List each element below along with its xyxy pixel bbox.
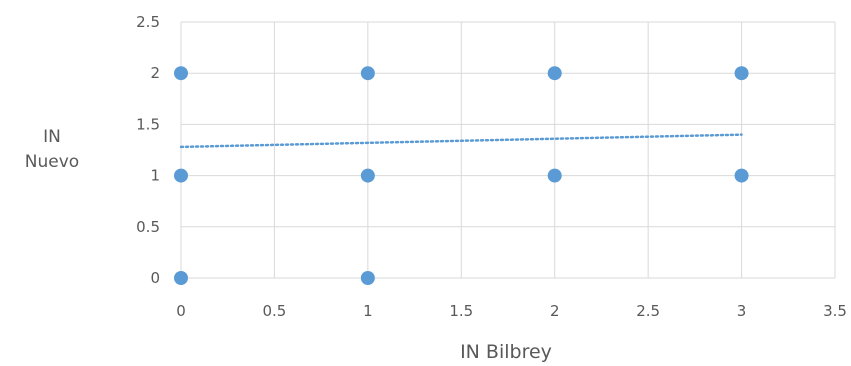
- y-tick-label: 0: [150, 269, 160, 287]
- data-point: [734, 66, 749, 81]
- y-tick-label: 1.5: [136, 115, 160, 133]
- data-point: [734, 168, 749, 183]
- data-point: [360, 168, 375, 183]
- data-point: [360, 66, 375, 81]
- trendline-layer: [179, 133, 743, 149]
- y-tick-label: 2.5: [136, 13, 160, 31]
- y-tick-label: 0.5: [136, 218, 160, 236]
- data-point: [360, 271, 375, 285]
- x-tick-label: 0.5: [262, 302, 286, 320]
- trendline: [179, 133, 743, 149]
- x-tick-label: 0: [176, 302, 186, 320]
- y-axis-title-line-1: IN: [43, 127, 61, 147]
- x-tick-label: 1.5: [449, 302, 473, 320]
- points-layer: [174, 66, 749, 285]
- data-point: [174, 271, 188, 285]
- x-axis-ticks: 0 0.5 1 1.5 2 2.5 3 3.5: [176, 302, 847, 320]
- data-point: [174, 168, 188, 183]
- x-tick-label: 3: [737, 302, 747, 320]
- x-tick-label: 3.5: [823, 302, 847, 320]
- x-tick-label: 2.5: [636, 302, 660, 320]
- x-tick-label: 1: [363, 302, 373, 320]
- grid-layer: [180, 21, 836, 279]
- data-point: [547, 168, 562, 183]
- y-tick-label: 1: [150, 167, 160, 185]
- data-point: [547, 66, 562, 81]
- y-axis-title-line-2: Nuevo: [25, 152, 79, 172]
- data-point: [174, 66, 188, 81]
- x-axis-title: IN Bilbrey: [460, 341, 552, 363]
- x-tick-label: 2: [550, 302, 560, 320]
- y-axis-ticks: 0 0.5 1 1.5 2 2.5: [136, 13, 160, 287]
- y-tick-label: 2: [150, 64, 160, 82]
